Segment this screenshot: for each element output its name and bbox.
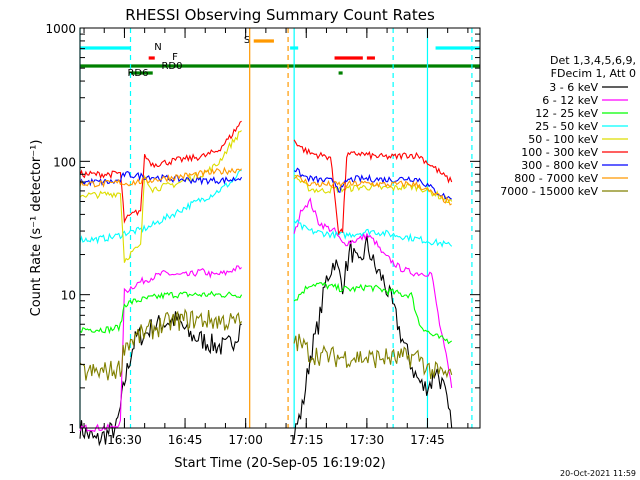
x-axis-ticks: 16:30 16:45 17:00 17:15 17:30 17:45 — [83, 28, 469, 447]
series-line — [293, 139, 453, 236]
series-line — [79, 120, 242, 224]
series-line — [293, 235, 453, 440]
legend-entry-label: 3 - 6 keV — [549, 81, 598, 94]
series-line — [293, 167, 452, 200]
y-axis-ticks: 1 10 100 1000 — [45, 22, 480, 436]
flag-bars: NF S RD0 RD6 — [80, 35, 480, 79]
chart-title: RHESSI Observing Summary Count Rates — [125, 6, 435, 24]
plot-frame — [79, 27, 481, 429]
series-line — [79, 169, 242, 245]
series-line — [79, 308, 243, 381]
y-tick-label: 10 — [61, 289, 76, 303]
series-line — [293, 174, 453, 203]
x-tick-label: 17:30 — [350, 433, 385, 447]
x-axis-label: Start Time (20-Sep-05 16:19:02) — [174, 456, 385, 471]
legend-entry-label: 100 - 300 keV — [521, 146, 598, 159]
y-tick-label: 1 — [68, 422, 76, 436]
x-tick-label: 16:45 — [168, 433, 203, 447]
legend-entry-label: 50 - 100 keV — [528, 133, 598, 146]
flag-label: S — [244, 35, 250, 46]
footer-date: 20-Oct-2021 11:59 — [560, 469, 636, 478]
series-line — [293, 282, 453, 345]
x-tick-label: 17:00 — [228, 433, 263, 447]
legend: Det 1,3,4,5,6,9,FDecim 1, Att 03 - 6 keV… — [500, 54, 636, 198]
series-group — [79, 120, 453, 447]
legend-entry-label: 12 - 25 keV — [535, 107, 598, 120]
series-line — [79, 130, 242, 263]
y-tick-label: 1000 — [45, 22, 76, 36]
legend-entry-label: 6 - 12 keV — [542, 94, 598, 107]
x-tick-label: 17:45 — [410, 433, 445, 447]
series-line — [293, 333, 453, 380]
series-line — [79, 290, 243, 335]
legend-entry-label: 800 - 7000 keV — [514, 172, 598, 185]
flag-label: RD6 — [127, 68, 148, 79]
series-line — [79, 265, 242, 432]
legend-header-line: Det 1,3,4,5,6,9, — [550, 54, 636, 67]
series-line — [293, 218, 453, 248]
legend-entry-label: 7000 - 15000 keV — [500, 185, 598, 198]
series-line — [79, 166, 243, 188]
x-tick-label: 16:30 — [107, 433, 142, 447]
y-axis-label: Count Rate (s⁻¹ detector⁻¹) — [29, 140, 44, 317]
flag-label: F — [172, 52, 178, 63]
x-tick-label: 17:15 — [289, 433, 324, 447]
series-line — [293, 197, 453, 388]
flag-label: RD0 — [161, 61, 182, 72]
y-tick-label: 100 — [53, 155, 76, 169]
legend-entry-label: 300 - 800 keV — [521, 159, 598, 172]
series-line — [293, 174, 452, 206]
legend-header-line: FDecim 1, Att 0 — [551, 67, 636, 80]
flag-label: N — [154, 42, 161, 53]
legend-entry-label: 25 - 50 keV — [535, 120, 598, 133]
